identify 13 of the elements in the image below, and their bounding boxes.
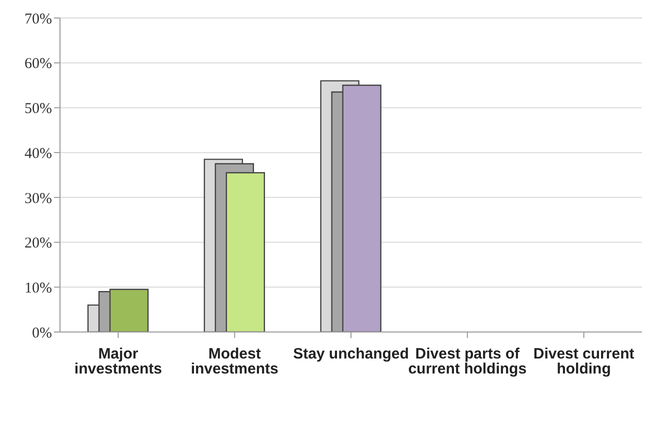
y-tick-label: 20% <box>24 236 52 252</box>
y-tick-label: 50% <box>24 101 52 118</box>
x-tick-label: Divest parts of current holdings <box>408 346 527 378</box>
y-tick-label: 40% <box>24 146 52 162</box>
y-tick-label: 60% <box>24 56 52 72</box>
y-tick-label: 10% <box>24 280 52 296</box>
x-tick-label: Major investments <box>74 346 162 378</box>
y-tick-label: 30% <box>24 190 52 207</box>
y-tick-label: 70% <box>24 11 52 28</box>
x-tick-label: Stay unchanged <box>293 346 409 363</box>
x-tick-label: Modest investments <box>190 346 278 378</box>
x-tick-label: Divest current holding <box>533 346 634 378</box>
y-tick-label: 0% <box>32 325 52 342</box>
